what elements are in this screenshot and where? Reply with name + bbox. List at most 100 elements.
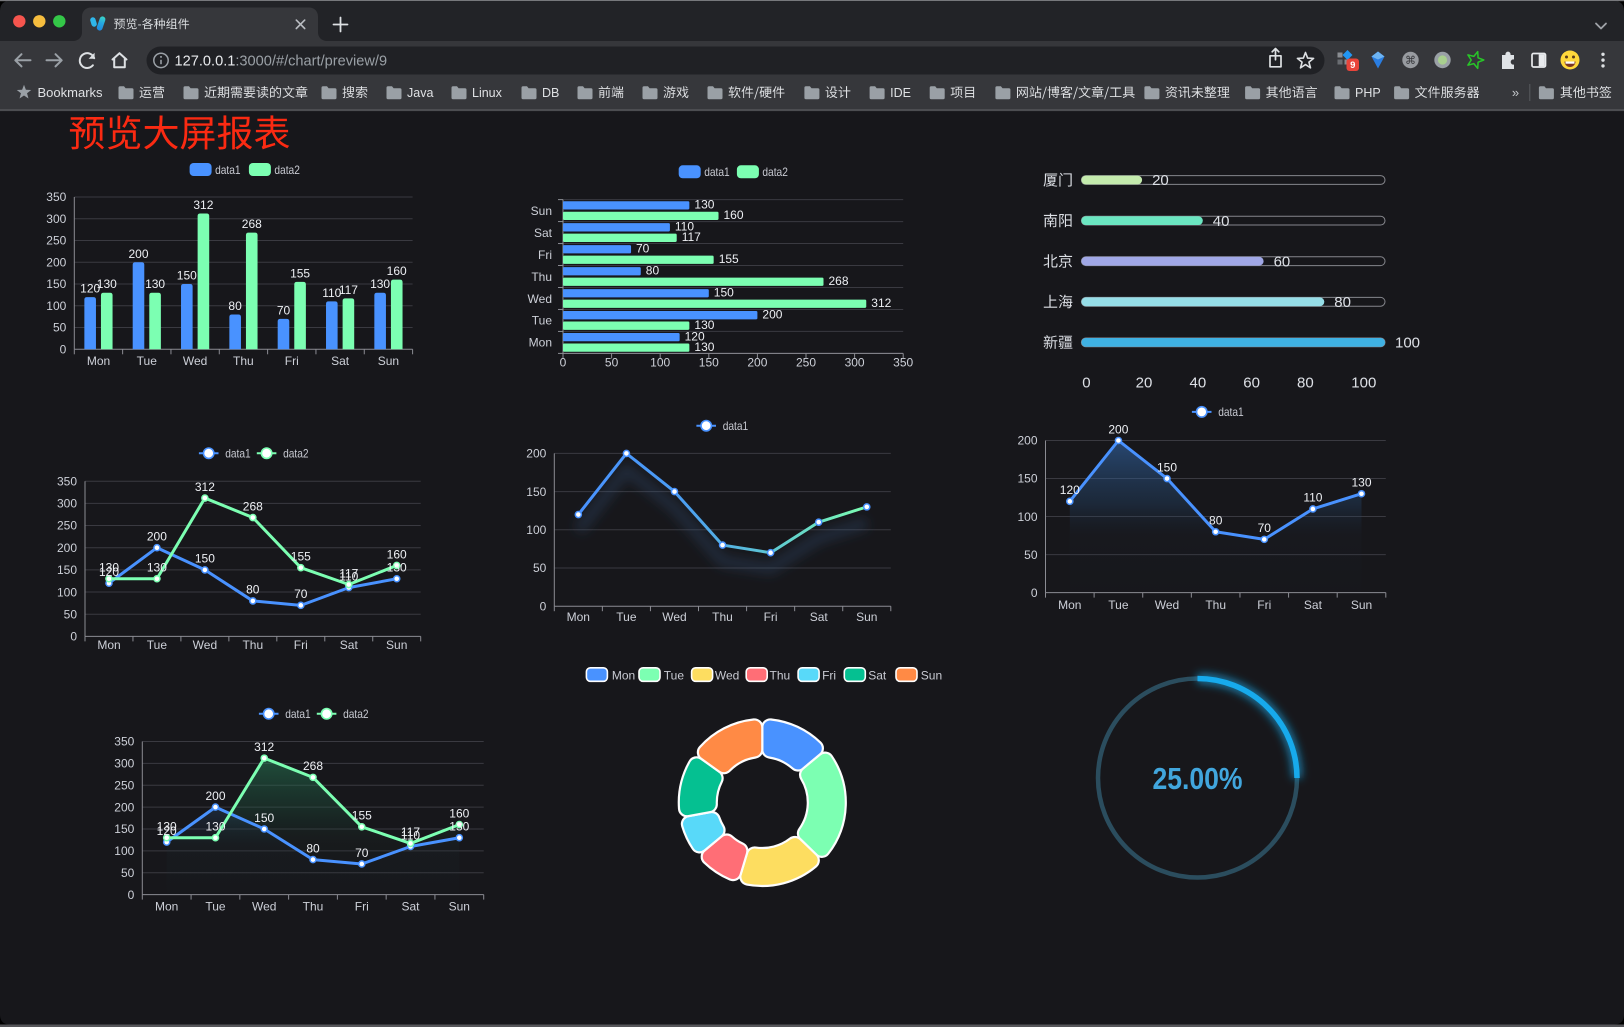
svg-text:130: 130 <box>205 820 225 834</box>
svg-text:0: 0 <box>128 888 135 902</box>
svg-text:Mon: Mon <box>1058 598 1081 612</box>
svg-text:Wed: Wed <box>662 610 686 624</box>
svg-text:130: 130 <box>370 277 390 291</box>
svg-text:Linux: Linux <box>472 86 503 100</box>
svg-text:Sun: Sun <box>386 638 407 652</box>
svg-text:117: 117 <box>339 283 358 297</box>
svg-text:150: 150 <box>714 286 734 300</box>
svg-text:268: 268 <box>242 217 262 231</box>
svg-text:data2: data2 <box>274 163 300 177</box>
svg-text:150: 150 <box>195 552 215 566</box>
svg-text:150: 150 <box>526 485 546 499</box>
svg-text:80: 80 <box>1209 514 1223 528</box>
svg-text:120: 120 <box>80 282 100 296</box>
svg-text:Wed: Wed <box>1155 598 1179 612</box>
svg-text:Sat: Sat <box>401 900 420 914</box>
svg-text:200: 200 <box>46 256 66 270</box>
svg-text:data1: data1 <box>723 419 749 433</box>
svg-text:350: 350 <box>114 735 134 749</box>
svg-text:Sun: Sun <box>856 610 877 624</box>
svg-text:0: 0 <box>1031 586 1038 600</box>
svg-text:50: 50 <box>533 561 547 575</box>
svg-text:Wed: Wed <box>252 900 276 914</box>
svg-text:268: 268 <box>243 499 263 513</box>
svg-text:155: 155 <box>719 252 739 266</box>
svg-text:70: 70 <box>294 587 308 601</box>
svg-text:160: 160 <box>387 264 407 278</box>
svg-text:80: 80 <box>306 841 320 855</box>
svg-text:117: 117 <box>682 230 701 244</box>
svg-text:200: 200 <box>747 356 767 370</box>
svg-text:50: 50 <box>53 321 67 335</box>
svg-text:Wed: Wed <box>715 668 739 682</box>
svg-text:100: 100 <box>526 523 546 537</box>
svg-text:»: » <box>1512 85 1519 100</box>
svg-text:150: 150 <box>57 563 77 577</box>
svg-text:300: 300 <box>46 212 66 226</box>
svg-text:160: 160 <box>387 547 407 561</box>
svg-text:9: 9 <box>1350 60 1355 71</box>
svg-text:130: 130 <box>449 820 469 834</box>
svg-text:117: 117 <box>339 566 358 580</box>
svg-text:200: 200 <box>1017 434 1037 448</box>
svg-text:Tue: Tue <box>137 354 158 368</box>
svg-text:Sat: Sat <box>1304 598 1323 612</box>
svg-text:350: 350 <box>893 356 913 370</box>
svg-text:data2: data2 <box>283 447 309 461</box>
svg-text:Sat: Sat <box>340 638 359 652</box>
svg-text:200: 200 <box>147 530 167 544</box>
svg-text:70: 70 <box>355 846 369 860</box>
svg-text:IDE: IDE <box>890 86 911 100</box>
svg-text:Sun: Sun <box>531 204 552 218</box>
svg-text:25.00%: 25.00% <box>1153 761 1243 796</box>
svg-text:Sat: Sat <box>534 226 553 240</box>
svg-text:312: 312 <box>193 198 213 212</box>
svg-text:Fri: Fri <box>538 248 552 262</box>
svg-text:312: 312 <box>254 740 274 754</box>
svg-text:130: 130 <box>145 277 165 291</box>
svg-text:110: 110 <box>675 220 694 234</box>
svg-text:0: 0 <box>540 599 547 613</box>
svg-text:60: 60 <box>1243 375 1260 392</box>
svg-text:250: 250 <box>57 519 77 533</box>
svg-text:200: 200 <box>526 447 546 461</box>
svg-text:127.0.0.1:3000/#/chart/preview: 127.0.0.1:3000/#/chart/preview/9 <box>175 53 388 69</box>
svg-text:80: 80 <box>1334 294 1351 311</box>
svg-text:160: 160 <box>449 806 469 820</box>
svg-text:Fri: Fri <box>822 668 836 682</box>
svg-text:120: 120 <box>157 824 177 838</box>
svg-text:data2: data2 <box>762 165 788 179</box>
svg-text:Wed: Wed <box>183 354 207 368</box>
svg-text:Thu: Thu <box>303 900 324 914</box>
svg-text:130: 130 <box>694 318 714 332</box>
svg-text:Sat: Sat <box>810 610 829 624</box>
svg-text:312: 312 <box>195 480 215 494</box>
svg-text:data1: data1 <box>1218 405 1244 419</box>
svg-text:250: 250 <box>114 778 134 792</box>
svg-text:250: 250 <box>796 356 816 370</box>
svg-text:200: 200 <box>762 308 782 322</box>
svg-text:data1: data1 <box>704 165 730 179</box>
svg-text:Mon: Mon <box>529 336 552 350</box>
svg-text:data1: data1 <box>215 163 241 177</box>
svg-text:150: 150 <box>114 822 134 836</box>
svg-text:80: 80 <box>1297 375 1314 392</box>
svg-text:150: 150 <box>254 811 274 825</box>
svg-text:40: 40 <box>1190 375 1207 392</box>
svg-text:80: 80 <box>246 583 260 597</box>
svg-text:Thu: Thu <box>233 354 254 368</box>
svg-text:PHP: PHP <box>1355 86 1381 100</box>
svg-text:110: 110 <box>1303 491 1322 505</box>
svg-text:Tue: Tue <box>205 900 226 914</box>
svg-text:120: 120 <box>1060 483 1080 497</box>
svg-text:Sun: Sun <box>449 900 470 914</box>
svg-text:Sun: Sun <box>378 354 399 368</box>
svg-text:Wed: Wed <box>193 638 217 652</box>
svg-text:150: 150 <box>1157 460 1177 474</box>
svg-text:Fri: Fri <box>355 900 369 914</box>
svg-text:70: 70 <box>1258 521 1272 535</box>
svg-text:Tue: Tue <box>616 610 637 624</box>
svg-text:350: 350 <box>57 474 77 488</box>
svg-text:0: 0 <box>560 356 567 370</box>
svg-text:130: 130 <box>387 561 407 575</box>
